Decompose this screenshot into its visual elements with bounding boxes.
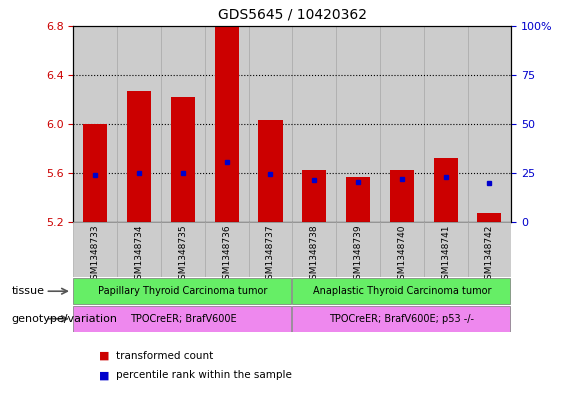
Bar <box>215 26 239 222</box>
Bar <box>380 222 424 277</box>
Bar <box>336 26 380 222</box>
Bar <box>336 222 380 277</box>
Bar <box>468 26 511 222</box>
Text: GSM1348736: GSM1348736 <box>222 225 231 285</box>
Bar <box>161 26 205 222</box>
Bar <box>477 213 502 222</box>
Text: GSM1348737: GSM1348737 <box>266 225 275 285</box>
Text: ■: ■ <box>99 351 110 361</box>
Text: GSM1348738: GSM1348738 <box>310 225 319 285</box>
Bar <box>258 120 282 222</box>
Text: Papillary Thyroid Carcinoma tumor: Papillary Thyroid Carcinoma tumor <box>98 286 268 296</box>
Bar <box>468 222 511 277</box>
Bar <box>171 97 195 222</box>
Text: tissue: tissue <box>11 286 44 296</box>
Text: GSM1348733: GSM1348733 <box>91 225 100 285</box>
Text: TPOCreER; BrafV600E: TPOCreER; BrafV600E <box>129 314 236 324</box>
Bar <box>293 26 336 222</box>
Text: GSM1348742: GSM1348742 <box>485 225 494 285</box>
Bar <box>433 158 458 222</box>
Bar <box>249 222 293 277</box>
Bar <box>293 278 510 304</box>
Bar <box>249 26 293 222</box>
Bar <box>293 306 510 332</box>
Bar <box>302 171 327 222</box>
Text: percentile rank within the sample: percentile rank within the sample <box>116 370 292 380</box>
Bar <box>127 91 151 222</box>
Bar <box>83 124 107 222</box>
Text: transformed count: transformed count <box>116 351 213 361</box>
Bar <box>424 26 468 222</box>
Bar <box>118 26 161 222</box>
Text: genotype/variation: genotype/variation <box>11 314 118 324</box>
Bar <box>380 26 424 222</box>
Text: GSM1348741: GSM1348741 <box>441 225 450 285</box>
Bar <box>346 176 370 222</box>
Bar <box>118 222 161 277</box>
Bar <box>205 26 249 222</box>
Bar <box>205 222 249 277</box>
Bar <box>73 26 118 222</box>
Text: GSM1348734: GSM1348734 <box>134 225 144 285</box>
Text: GSM1348735: GSM1348735 <box>179 225 188 285</box>
Bar <box>73 222 118 277</box>
Bar <box>424 222 468 277</box>
Bar <box>293 222 336 277</box>
Bar <box>73 278 291 304</box>
Text: Anaplastic Thyroid Carcinoma tumor: Anaplastic Thyroid Carcinoma tumor <box>312 286 491 296</box>
Text: TPOCreER; BrafV600E; p53 -/-: TPOCreER; BrafV600E; p53 -/- <box>329 314 475 324</box>
Bar <box>390 171 414 222</box>
Title: GDS5645 / 10420362: GDS5645 / 10420362 <box>218 7 367 22</box>
Text: GSM1348740: GSM1348740 <box>397 225 406 285</box>
Bar <box>73 306 291 332</box>
Bar <box>161 222 205 277</box>
Text: GSM1348739: GSM1348739 <box>354 225 363 285</box>
Text: ■: ■ <box>99 370 110 380</box>
